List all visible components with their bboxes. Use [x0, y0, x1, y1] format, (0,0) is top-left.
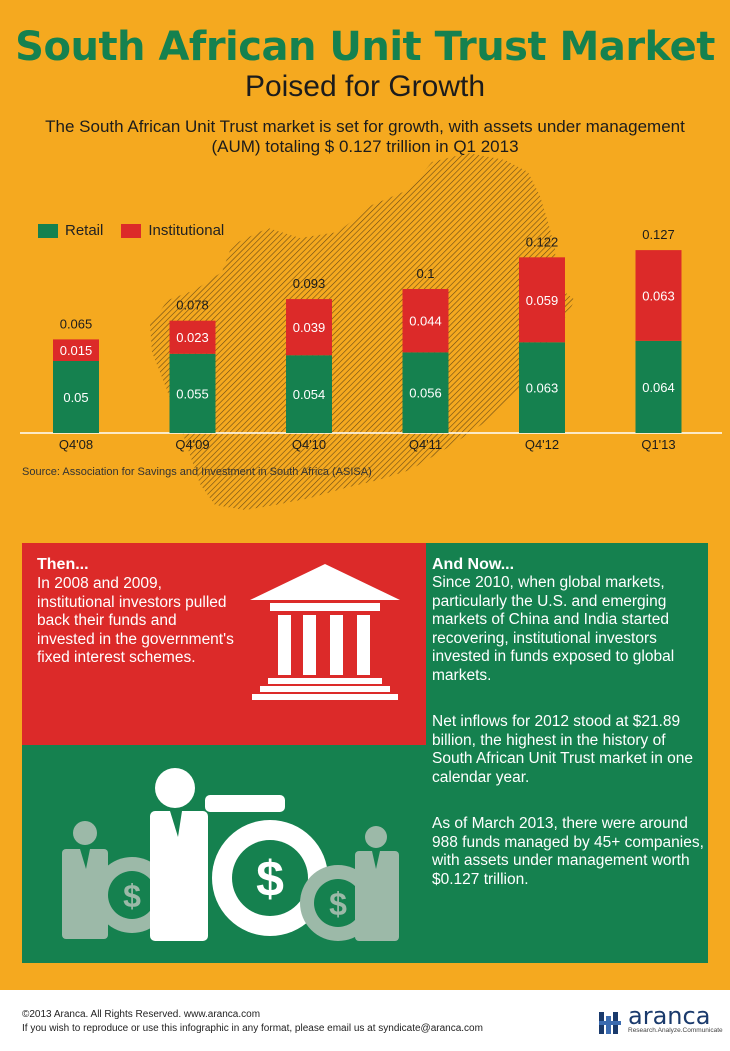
x-tick-label: Q1'13: [641, 437, 675, 452]
data-label-retail: 0.05: [63, 390, 88, 405]
data-label-institutional: 0.039: [293, 320, 326, 335]
footer-copyright: ©2013 Aranca. All Rights Reserved. www.a…: [22, 1009, 261, 1020]
businessman-icon: [355, 826, 399, 941]
svg-text:$: $: [329, 886, 347, 922]
bar-institutional: [635, 250, 682, 341]
data-label-institutional: 0.063: [642, 288, 675, 303]
legend-swatch-institutional: [121, 223, 142, 238]
data-label-total: 0.065: [60, 316, 93, 331]
legend-label-institutional: Institutional: [148, 222, 225, 239]
bar-retail: [519, 342, 565, 433]
page-title: South African Unit Trust Market: [15, 24, 715, 70]
businessman-icon: [150, 768, 285, 941]
bar-institutional: [519, 257, 565, 343]
data-label-retail: 0.064: [642, 380, 675, 395]
data-label-retail: 0.056: [409, 386, 442, 401]
bar-retail: [169, 353, 216, 433]
data-label-institutional: 0.059: [526, 293, 559, 308]
bar-retail: [53, 361, 99, 433]
x-tick-label: Q4'11: [409, 437, 442, 452]
dollar-coin-icon: $: [212, 820, 328, 936]
now-paragraph-1: Since 2010, when global markets, particu…: [432, 574, 675, 684]
data-label-total: 0.078: [176, 298, 209, 313]
intro-text: The South African Unit Trust market is s…: [45, 117, 685, 156]
legend-item-institutional: Institutional: [121, 222, 224, 239]
bar-retail: [286, 355, 332, 433]
x-tick-label: Q4'09: [175, 437, 209, 452]
data-label-total: 0.093: [293, 276, 326, 291]
data-label-institutional: 0.023: [176, 330, 209, 345]
data-label-retail: 0.063: [526, 381, 559, 396]
investors-illustration: $ $ $: [62, 768, 399, 941]
data-label-institutional: 0.044: [409, 314, 442, 329]
data-label-total: 0.127: [642, 227, 675, 242]
businessman-icon: [62, 821, 108, 939]
brand-tagline: Research.Analyze.Communicate: [628, 1027, 723, 1034]
bar-institutional: [402, 289, 449, 353]
chart-legend: Retail Institutional: [38, 222, 242, 239]
legend-swatch-retail: [38, 223, 58, 238]
aranca-logo-icon: [599, 1012, 621, 1034]
x-tick-label: Q4'08: [59, 437, 93, 452]
chart-source: Source: Association for Savings and Inve…: [22, 466, 372, 478]
bar-institutional: [169, 320, 216, 354]
now-paragraph-2: Net inflows for 2012 stood at $21.89 bil…: [432, 713, 694, 786]
svg-text:$: $: [123, 878, 141, 914]
south-africa-map-icon: [150, 153, 575, 510]
data-label-total: 0.122: [526, 234, 559, 249]
page-subtitle: Poised for Growth: [244, 70, 486, 103]
x-tick-label: Q4'10: [292, 437, 326, 452]
data-label-retail: 0.055: [176, 386, 209, 401]
legend-label-retail: Retail: [65, 222, 104, 239]
now-panel: [426, 543, 708, 963]
bar-institutional: [286, 299, 332, 356]
now-heading: And Now...: [432, 556, 515, 573]
data-label-retail: 0.054: [293, 387, 326, 402]
data-label-institutional: 0.015: [60, 343, 93, 358]
data-label-total: 0.1: [416, 266, 434, 281]
x-tick-label: Q4'12: [525, 437, 559, 452]
now-paragraph-3: As of March 2013, there were around 988 …: [432, 815, 704, 888]
bank-building-icon: [250, 564, 400, 700]
bar-institutional: [53, 339, 99, 361]
then-text: In 2008 and 2009, institutional investor…: [37, 575, 234, 666]
footer-notice: If you wish to reproduce or use this inf…: [22, 1023, 483, 1034]
aum-stacked-bar-chart: 0.05 0.015 0.065 Q4'08 0.055 0.023 0.078 Q4'09 0…: [20, 227, 722, 452]
then-heading: Then...: [37, 556, 89, 573]
legend-item-retail: Retail: [38, 222, 103, 239]
bar-retail: [402, 352, 449, 433]
svg-text:$: $: [256, 851, 284, 907]
brand-name: aranca: [628, 1002, 711, 1030]
bar-retail: [635, 340, 682, 433]
